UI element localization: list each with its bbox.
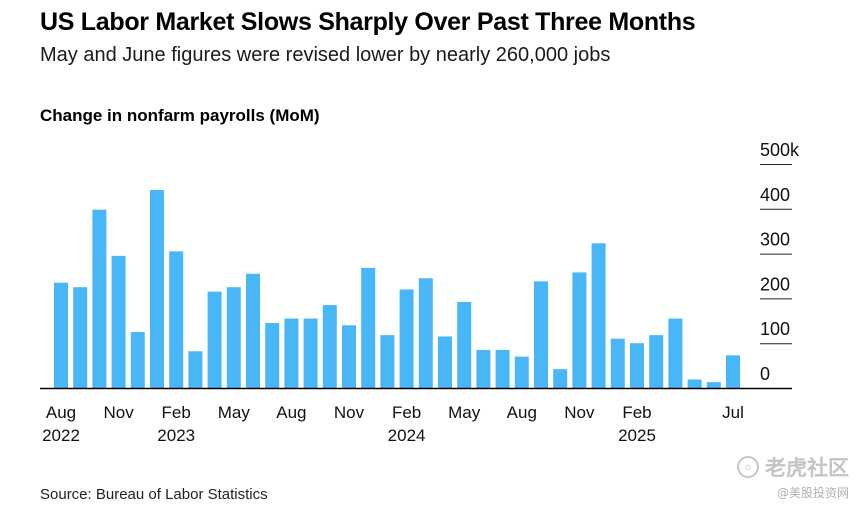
bar-2023-05	[226, 287, 241, 388]
x-tick-label: Aug	[276, 403, 306, 422]
bar-2024-03	[418, 278, 433, 388]
watermark: ☼ 老虎社区 @美股投资网	[737, 452, 849, 501]
bar-2023-04	[207, 291, 222, 388]
bar-2023-12	[361, 267, 376, 388]
bar-2024-01	[380, 335, 395, 388]
x-tick-label: May	[218, 403, 251, 422]
bar-2022-10	[92, 209, 107, 388]
y-tick-label: 200	[760, 274, 790, 294]
bar-2023-11	[342, 325, 356, 388]
bar-2023-09	[303, 318, 318, 388]
bar-2024-11	[572, 272, 587, 388]
y-tick-label: 100	[760, 319, 790, 339]
bar-2024-10	[553, 369, 568, 388]
watermark-brand: 老虎社区	[765, 456, 849, 480]
y-tick-label: 500k	[760, 140, 800, 160]
bar-2024-05	[457, 301, 472, 388]
bar-2024-08	[514, 356, 529, 388]
x-year-label: 2025	[618, 426, 656, 445]
x-tick-label: Nov	[103, 403, 134, 422]
bar-2023-08	[284, 318, 299, 388]
x-year-label: 2024	[388, 426, 426, 445]
y-tick-label: 300	[760, 230, 790, 250]
bar-2025-05	[687, 379, 702, 388]
bar-2024-12	[591, 243, 606, 388]
bar-2022-09	[73, 287, 88, 388]
x-year-label: 2022	[42, 426, 80, 445]
tiger-logo-icon: ☼	[737, 456, 759, 478]
bar-2022-08	[54, 282, 68, 388]
bar-2025-04	[668, 318, 683, 388]
chart-label: Change in nonfarm payrolls (MoM)	[40, 106, 320, 125]
y-tick-label: 400	[760, 185, 790, 205]
bar-2025-03	[649, 335, 664, 388]
source-note: Source: Bureau of Labor Statistics	[40, 486, 268, 503]
x-tick-label: Jul	[722, 403, 744, 422]
x-tick-label: Aug	[507, 403, 537, 422]
bar-2023-06	[246, 273, 260, 388]
bar-2024-09	[534, 281, 548, 388]
bar-2023-07	[265, 323, 280, 388]
x-tick-label: Feb	[622, 403, 651, 422]
bar-2025-01	[610, 338, 625, 388]
x-tick-label: Nov	[564, 403, 595, 422]
x-tick-label: Nov	[334, 403, 365, 422]
bar-2025-06	[706, 382, 721, 388]
x-tick-label: May	[448, 403, 481, 422]
bar-2023-01	[150, 189, 164, 388]
x-tick-label: Feb	[162, 403, 191, 422]
bar-2024-04	[438, 336, 452, 388]
bar-2024-02	[399, 289, 414, 388]
bar-2025-07	[726, 355, 740, 388]
bar-2024-07	[495, 349, 510, 388]
bar-2023-02	[169, 251, 184, 388]
chart-title: US Labor Market Slows Sharply Over Past …	[40, 8, 696, 36]
bar-2025-02	[630, 343, 644, 388]
chart-subtitle: May and June figures were revised lower …	[40, 44, 611, 66]
x-tick-label: Aug	[46, 403, 76, 422]
bar-2022-11	[111, 255, 126, 388]
y-tick-label: 0	[760, 364, 770, 384]
watermark-handle: @美股投资网	[776, 486, 849, 500]
bar-2023-03	[188, 351, 203, 388]
x-year-label: 2023	[157, 426, 195, 445]
bar-2024-06	[476, 349, 491, 388]
bar-2023-10	[322, 305, 337, 388]
x-tick-label: Feb	[392, 403, 421, 422]
bar-2022-12	[130, 332, 145, 388]
